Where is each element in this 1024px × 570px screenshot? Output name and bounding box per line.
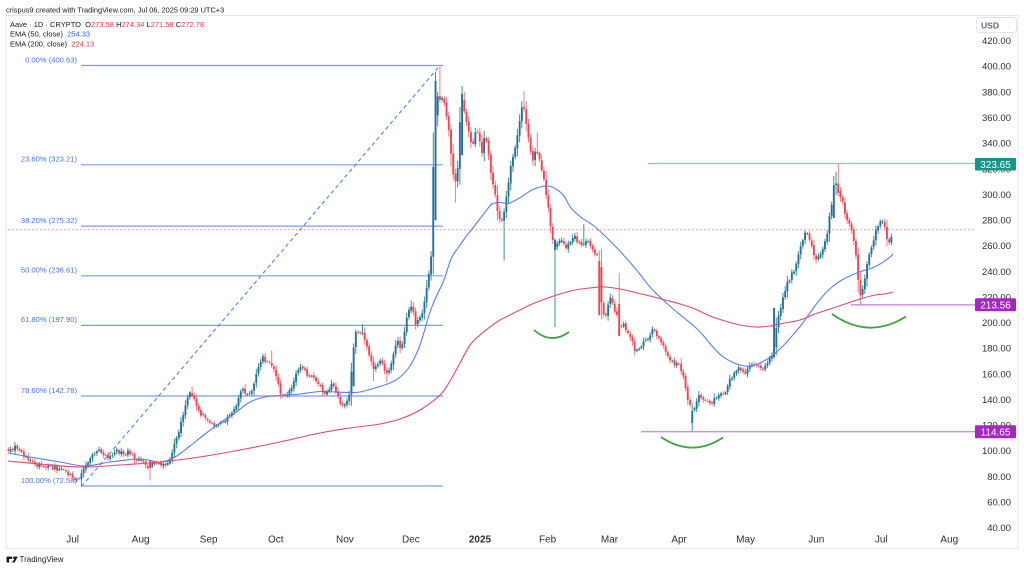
svg-text:260.00: 260.00 bbox=[982, 241, 1011, 252]
svg-text:323.65: 323.65 bbox=[980, 160, 1011, 171]
svg-text:Aug: Aug bbox=[940, 535, 958, 546]
svg-text:50.00% (236.61): 50.00% (236.61) bbox=[21, 266, 78, 275]
svg-text:TradingView: TradingView bbox=[20, 555, 64, 564]
svg-text:EMA (200, close) 224.13: EMA (200, close) 224.13 bbox=[10, 39, 94, 48]
svg-text:Dec: Dec bbox=[402, 535, 420, 546]
svg-text:USD: USD bbox=[981, 20, 999, 30]
svg-text:380.00: 380.00 bbox=[982, 87, 1011, 98]
svg-text:2025: 2025 bbox=[469, 535, 492, 546]
svg-text:420.00: 420.00 bbox=[982, 36, 1011, 47]
svg-text:Aave · 1D · CRYPTO O273.58 H2: Aave · 1D · CRYPTO O273.58 H274.34 L271.… bbox=[10, 20, 204, 29]
svg-text:140.00: 140.00 bbox=[982, 395, 1011, 406]
svg-text:38.20% (275.32): 38.20% (275.32) bbox=[21, 216, 78, 225]
svg-text:Aug: Aug bbox=[132, 535, 150, 546]
svg-text:Mar: Mar bbox=[601, 535, 619, 546]
svg-text:Jun: Jun bbox=[808, 535, 824, 546]
svg-text:360.00: 360.00 bbox=[982, 113, 1011, 124]
svg-text:114.65: 114.65 bbox=[981, 428, 1011, 439]
svg-text:280.00: 280.00 bbox=[982, 216, 1011, 227]
svg-text:100.00% (72.58): 100.00% (72.58) bbox=[21, 476, 78, 485]
svg-text:23.60% (323.21): 23.60% (323.21) bbox=[21, 155, 78, 164]
svg-text:Sep: Sep bbox=[200, 535, 218, 546]
svg-text:240.00: 240.00 bbox=[982, 267, 1011, 278]
svg-text:100.00: 100.00 bbox=[982, 446, 1011, 457]
svg-text:78.60% (142.78): 78.60% (142.78) bbox=[21, 386, 78, 395]
svg-text:Nov: Nov bbox=[336, 535, 354, 546]
svg-text:Feb: Feb bbox=[539, 535, 557, 546]
svg-text:400.00: 400.00 bbox=[982, 62, 1011, 73]
svg-text:Jul: Jul bbox=[875, 535, 888, 546]
svg-text:300.00: 300.00 bbox=[982, 190, 1011, 201]
svg-text:200.00: 200.00 bbox=[982, 318, 1011, 329]
svg-text:0.00% (400.63): 0.00% (400.63) bbox=[25, 55, 77, 64]
svg-text:213.56: 213.56 bbox=[980, 301, 1011, 312]
svg-text:340.00: 340.00 bbox=[982, 139, 1011, 150]
svg-text:60.00: 60.00 bbox=[987, 498, 1011, 509]
svg-text:EMA (50, close) 254.33: EMA (50, close) 254.33 bbox=[10, 30, 90, 39]
svg-text:Oct: Oct bbox=[268, 535, 284, 546]
svg-text:220.00: 220.00 bbox=[982, 292, 1011, 303]
svg-text:Apr: Apr bbox=[671, 535, 687, 546]
svg-text:40.00: 40.00 bbox=[987, 523, 1011, 534]
svg-text:Jul: Jul bbox=[66, 535, 79, 546]
svg-text:May: May bbox=[736, 535, 755, 546]
svg-text:180.00: 180.00 bbox=[982, 344, 1011, 355]
svg-text:crispus9 created with TradingV: crispus9 created with TradingView.com, J… bbox=[6, 5, 224, 14]
svg-text:160.00: 160.00 bbox=[982, 369, 1011, 380]
svg-text:80.00: 80.00 bbox=[987, 472, 1011, 483]
svg-text:61.80% (197.90): 61.80% (197.90) bbox=[21, 315, 78, 324]
